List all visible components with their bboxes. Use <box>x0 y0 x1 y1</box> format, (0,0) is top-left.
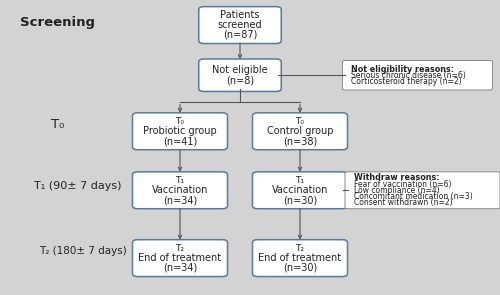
Text: (n=34): (n=34) <box>163 195 197 205</box>
FancyBboxPatch shape <box>252 240 348 277</box>
Text: Vaccination: Vaccination <box>152 185 208 195</box>
Text: Screening: Screening <box>20 16 95 30</box>
Text: Patients: Patients <box>220 10 260 20</box>
Text: End of treatment: End of treatment <box>258 253 342 263</box>
FancyBboxPatch shape <box>342 60 492 90</box>
FancyBboxPatch shape <box>0 223 500 280</box>
Text: Probiotic group: Probiotic group <box>143 126 217 136</box>
FancyBboxPatch shape <box>198 59 281 91</box>
FancyBboxPatch shape <box>252 172 348 209</box>
Text: Concomitant medication (n=3): Concomitant medication (n=3) <box>354 192 472 201</box>
Text: T₀: T₀ <box>176 117 184 126</box>
Text: screened: screened <box>218 20 262 30</box>
FancyBboxPatch shape <box>345 172 500 209</box>
Text: Vaccination: Vaccination <box>272 185 328 195</box>
Text: Serious chronic disease (n=6): Serious chronic disease (n=6) <box>351 71 466 80</box>
Text: T₁: T₁ <box>296 176 304 185</box>
Text: Low compliance (n=4): Low compliance (n=4) <box>354 186 440 195</box>
FancyBboxPatch shape <box>0 159 500 212</box>
Text: T₁ (90± 7 days): T₁ (90± 7 days) <box>34 181 121 191</box>
Text: Withdraw reasons:: Withdraw reasons: <box>354 173 439 182</box>
Text: End of treatment: End of treatment <box>138 253 222 263</box>
Text: Fear of vaccination (n=6): Fear of vaccination (n=6) <box>354 180 451 189</box>
FancyBboxPatch shape <box>132 113 228 150</box>
Text: Not eligibility reasons:: Not eligibility reasons: <box>351 65 454 73</box>
Text: (n=8): (n=8) <box>226 75 254 85</box>
Text: T₁: T₁ <box>176 176 184 185</box>
Text: Corticosteroid therapy (n=2): Corticosteroid therapy (n=2) <box>351 77 462 86</box>
Text: Control group: Control group <box>267 126 333 136</box>
Text: T₂ (180± 7 days): T₂ (180± 7 days) <box>38 247 126 256</box>
Text: T₂: T₂ <box>296 244 304 253</box>
FancyBboxPatch shape <box>0 52 500 93</box>
Text: (n=38): (n=38) <box>283 136 317 146</box>
Text: T₀: T₀ <box>51 118 64 131</box>
FancyBboxPatch shape <box>198 6 281 43</box>
FancyBboxPatch shape <box>252 113 348 150</box>
Text: T₂: T₂ <box>176 244 184 253</box>
Text: T₀: T₀ <box>296 117 304 126</box>
Text: (n=34): (n=34) <box>163 263 197 273</box>
Text: (n=41): (n=41) <box>163 136 197 146</box>
Text: Not eligible: Not eligible <box>212 65 268 75</box>
Text: Consent withdrawn (n=2): Consent withdrawn (n=2) <box>354 198 452 207</box>
FancyBboxPatch shape <box>0 100 500 149</box>
FancyBboxPatch shape <box>132 172 228 209</box>
Text: (n=30): (n=30) <box>283 263 317 273</box>
FancyBboxPatch shape <box>0 0 500 46</box>
FancyBboxPatch shape <box>132 240 228 277</box>
Text: (n=30): (n=30) <box>283 195 317 205</box>
Text: (n=87): (n=87) <box>223 30 257 40</box>
